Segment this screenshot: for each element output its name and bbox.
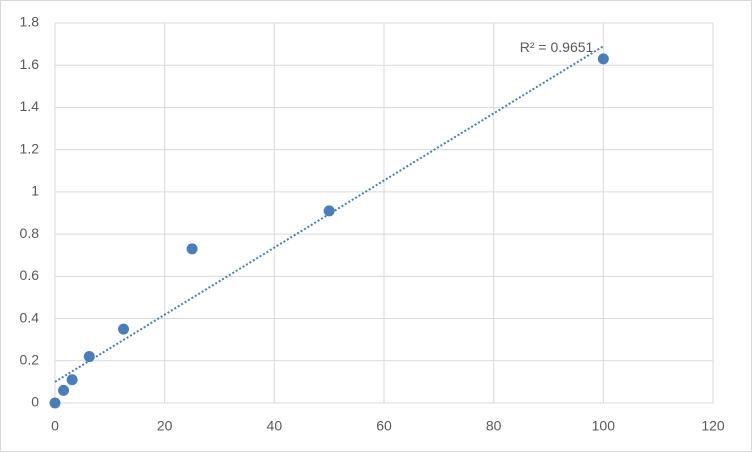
y-tick-label: 1.4 xyxy=(20,98,40,114)
y-tick-label: 0 xyxy=(31,394,39,410)
point xyxy=(323,205,335,217)
x-tick-label: 80 xyxy=(486,418,502,434)
point xyxy=(66,374,78,386)
point xyxy=(597,53,609,65)
x-tick-label: 0 xyxy=(51,418,59,434)
y-tick-label: 0.4 xyxy=(20,309,40,325)
x-tick-label: 20 xyxy=(157,418,173,434)
point xyxy=(186,243,198,255)
x-tick-label: 120 xyxy=(701,418,725,434)
x-tick-label: 60 xyxy=(376,418,392,434)
y-tick-label: 1 xyxy=(31,183,39,199)
y-tick-label: 0.8 xyxy=(20,225,40,241)
y-tick-label: 0.6 xyxy=(20,267,40,283)
y-tick-label: 1.6 xyxy=(20,56,40,72)
trendline-label: R² = 0.9651 xyxy=(520,39,594,55)
y-tick-label: 1.2 xyxy=(20,140,40,156)
point xyxy=(49,397,61,409)
point xyxy=(118,323,130,335)
y-tick-label: 1.8 xyxy=(20,14,40,30)
x-tick-label: 40 xyxy=(267,418,283,434)
y-tick-label: 0.2 xyxy=(20,351,40,367)
point xyxy=(83,351,95,363)
x-tick-label: 100 xyxy=(592,418,616,434)
point xyxy=(58,384,70,396)
